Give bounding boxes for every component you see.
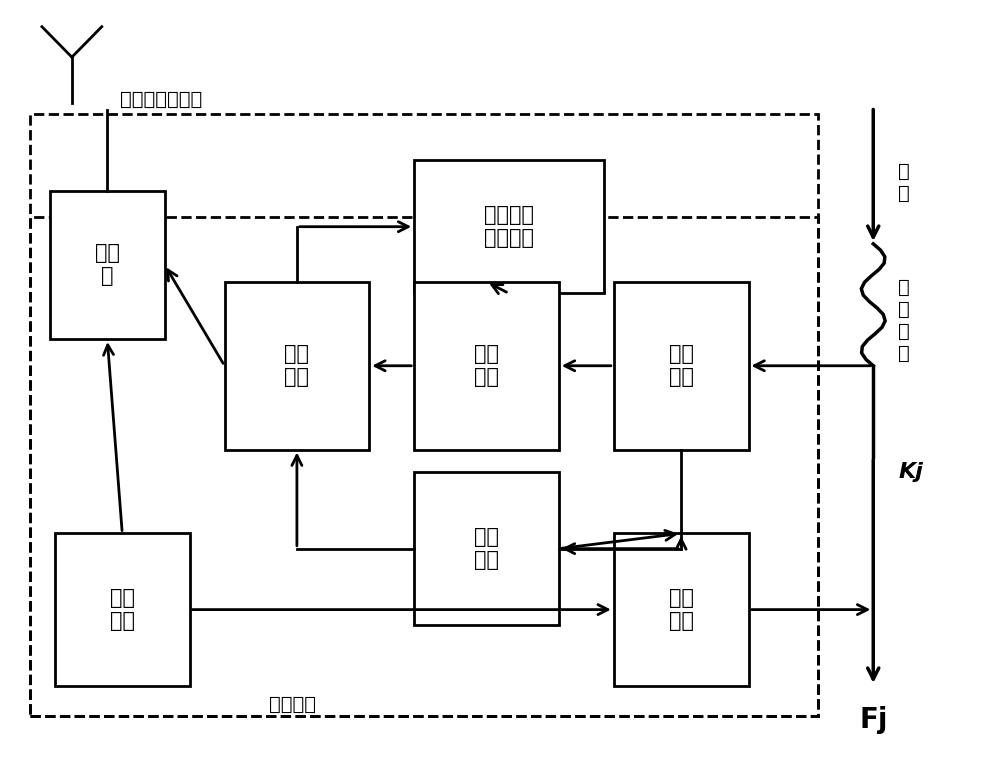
Text: 形成
报表: 形成 报表 bbox=[284, 344, 309, 387]
FancyBboxPatch shape bbox=[50, 190, 165, 339]
Text: 采
样
电
路: 采 样 电 路 bbox=[898, 277, 910, 363]
Text: 信息
检测: 信息 检测 bbox=[669, 344, 694, 387]
FancyBboxPatch shape bbox=[614, 282, 748, 450]
Text: 电
能: 电 能 bbox=[898, 162, 910, 203]
FancyBboxPatch shape bbox=[414, 282, 559, 450]
Text: 供配电箱
温度检测: 供配电箱 温度检测 bbox=[484, 205, 534, 248]
Text: 监控装置: 监控装置 bbox=[269, 696, 316, 714]
Text: 状态
判断: 状态 判断 bbox=[474, 527, 499, 570]
Text: 命令
执行: 命令 执行 bbox=[669, 588, 694, 631]
Text: 分析
运算: 分析 运算 bbox=[474, 344, 499, 387]
FancyBboxPatch shape bbox=[414, 472, 559, 625]
FancyBboxPatch shape bbox=[414, 160, 604, 293]
Text: Fj: Fj bbox=[859, 706, 887, 734]
FancyBboxPatch shape bbox=[55, 533, 190, 686]
Text: 收发
器: 收发 器 bbox=[95, 243, 120, 287]
FancyBboxPatch shape bbox=[614, 533, 748, 686]
Text: 命令
接受: 命令 接受 bbox=[110, 588, 135, 631]
Text: Kj: Kj bbox=[898, 463, 923, 482]
Text: 信息发送与接收: 信息发送与接收 bbox=[120, 90, 202, 108]
FancyBboxPatch shape bbox=[225, 282, 369, 450]
